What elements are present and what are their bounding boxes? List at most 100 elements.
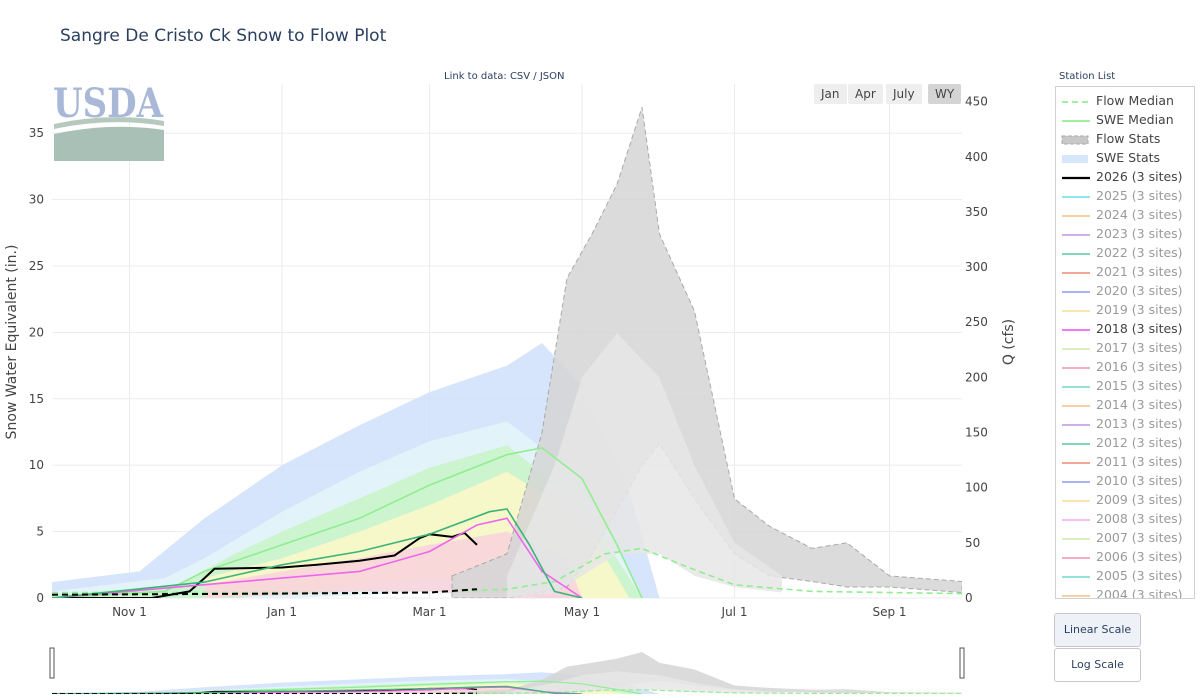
legend-item[interactable]: Flow Median: [1060, 92, 1192, 111]
axes: 0510152025303505010015020025030035040045…: [4, 95, 1017, 619]
series-line: [52, 508, 583, 598]
stats-bands: [52, 107, 962, 598]
legend-label: 2004 (3 sites): [1096, 587, 1183, 599]
mini-series-line: [52, 692, 478, 694]
legend-swatch: [1062, 557, 1090, 559]
x-tick-label: Mar 1: [412, 605, 446, 619]
legend-item[interactable]: 2009 (3 sites): [1060, 491, 1192, 510]
legend-item[interactable]: 2025 (3 sites): [1060, 187, 1192, 206]
legend-label: 2024 (3 sites): [1096, 207, 1183, 222]
series-lines: [52, 447, 962, 598]
flow-stats-band: [507, 333, 782, 598]
legend-item[interactable]: SWE Stats: [1060, 149, 1192, 168]
range-slider-left-handle[interactable]: [49, 647, 55, 679]
legend-swatch: [1062, 538, 1090, 540]
legend-label: 2016 (3 sites): [1096, 359, 1183, 374]
legend-item[interactable]: 2021 (3 sites): [1060, 263, 1192, 282]
legend-label: 2026 (3 sites): [1096, 169, 1183, 184]
legend-item[interactable]: 2016 (3 sites): [1060, 358, 1192, 377]
legend-label: 2011 (3 sites): [1096, 454, 1183, 469]
legend-swatch: [1062, 176, 1090, 180]
legend-label: SWE Median: [1096, 112, 1174, 127]
legend-swatch: [1062, 519, 1090, 521]
legend-item[interactable]: 2017 (3 sites): [1060, 339, 1192, 358]
legend-swatch: [1062, 481, 1090, 483]
legend-item[interactable]: 2005 (3 sites): [1060, 567, 1192, 586]
legend-item[interactable]: 2012 (3 sites): [1060, 434, 1192, 453]
legend-item[interactable]: 2006 (3 sites): [1060, 548, 1192, 567]
legend-swatch: [1062, 500, 1090, 502]
linear-scale-button[interactable]: Linear Scale: [1054, 613, 1141, 647]
legend-swatch: [1062, 196, 1090, 198]
legend-swatch: [1062, 310, 1090, 312]
range-slider[interactable]: [49, 647, 965, 694]
log-scale-button[interactable]: Log Scale: [1054, 648, 1141, 682]
legend-item[interactable]: 2024 (3 sites): [1060, 206, 1192, 225]
legend-item[interactable]: 2011 (3 sites): [1060, 453, 1192, 472]
range-button-jan[interactable]: Jan: [814, 84, 847, 104]
y2-tick-label: 450: [965, 95, 988, 109]
legend-item[interactable]: SWE Median: [1060, 111, 1192, 130]
legend-item[interactable]: 2023 (3 sites): [1060, 225, 1192, 244]
legend-item[interactable]: 2026 (3 sites): [1060, 168, 1192, 187]
legend-swatch: [1062, 253, 1090, 255]
mini-flow-band: [507, 671, 782, 694]
legend-label: 2006 (3 sites): [1096, 549, 1183, 564]
y2-tick-label: 100: [965, 481, 988, 495]
y2-tick-label: 350: [965, 205, 988, 219]
legend-label: 2007 (3 sites): [1096, 530, 1183, 545]
legend-swatch: [1062, 348, 1090, 350]
legend-item[interactable]: 2014 (3 sites): [1060, 396, 1192, 415]
x-tick-label: Sep 1: [872, 605, 906, 619]
legend-swatch: [1062, 215, 1090, 217]
legend-label: 2015 (3 sites): [1096, 378, 1183, 393]
legend-swatch: [1062, 101, 1090, 103]
legend-swatch: [1062, 576, 1090, 578]
json-link[interactable]: JSON: [539, 71, 565, 82]
y2-axis-title: Q (cfs): [1001, 319, 1017, 365]
legend-swatch: [1061, 135, 1089, 145]
legend-label: Flow Stats: [1096, 131, 1161, 146]
snow-flow-chart[interactable]: 0510152025303505010015020025030035040045…: [0, 0, 1045, 700]
y2-tick-label: 200: [965, 370, 988, 384]
legend-item[interactable]: 2022 (3 sites): [1060, 244, 1192, 263]
legend-item[interactable]: 2004 (3 sites): [1060, 586, 1192, 599]
legend-item[interactable]: 2010 (3 sites): [1060, 472, 1192, 491]
range-button-july[interactable]: July: [886, 84, 922, 104]
y-tick-label: 5: [36, 525, 44, 539]
legend-item[interactable]: 2007 (3 sites): [1060, 529, 1192, 548]
legend-label: 2010 (3 sites): [1096, 473, 1183, 488]
legend-item[interactable]: Flow Stats: [1060, 130, 1192, 149]
legend-item[interactable]: 2008 (3 sites): [1060, 510, 1192, 529]
legend-label: 2008 (3 sites): [1096, 511, 1183, 526]
legend-label: 2020 (3 sites): [1096, 283, 1183, 298]
legend-label: 2017 (3 sites): [1096, 340, 1183, 355]
station-list-legend[interactable]: Flow Median SWE Median Flow Stats SWE Stats…: [1055, 86, 1195, 599]
legend-item[interactable]: 2015 (3 sites): [1060, 377, 1192, 396]
data-link-row: Link to data: CSV / JSON: [444, 71, 565, 82]
y-tick-label: 25: [29, 259, 44, 273]
legend-swatch: [1062, 155, 1088, 163]
legend-item[interactable]: 2020 (3 sites): [1060, 282, 1192, 301]
range-button-apr[interactable]: Apr: [848, 84, 883, 104]
legend-swatch: [1062, 367, 1090, 369]
legend-swatch: [1062, 424, 1090, 426]
y-tick-label: 35: [29, 126, 44, 140]
csv-link[interactable]: CSV: [509, 71, 531, 82]
x-tick-label: Jul 1: [721, 605, 748, 619]
y-tick-label: 20: [29, 325, 44, 339]
legend-swatch: [1062, 405, 1090, 407]
x-tick-label: Nov 1: [112, 605, 147, 619]
range-button-wy[interactable]: WY: [928, 84, 962, 104]
series-line: [52, 517, 583, 598]
data-link-prefix: Link to data:: [444, 71, 510, 82]
y-tick-label: 0: [36, 591, 44, 605]
y2-tick-label: 0: [965, 591, 973, 605]
y2-tick-label: 300: [965, 260, 988, 274]
legend-item[interactable]: 2019 (3 sites): [1060, 301, 1192, 320]
y2-tick-label: 50: [965, 536, 980, 550]
legend-item[interactable]: 2013 (3 sites): [1060, 415, 1192, 434]
legend-item[interactable]: 2018 (3 sites): [1060, 320, 1192, 339]
legend-label: 2012 (3 sites): [1096, 435, 1183, 450]
range-slider-right-handle[interactable]: [959, 647, 965, 679]
